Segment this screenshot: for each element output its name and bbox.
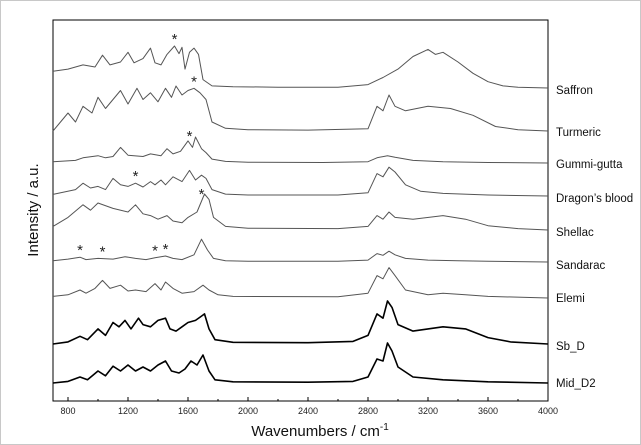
x-tick-label: 3200 — [418, 406, 438, 416]
series-line-3 — [52, 166, 549, 197]
series-label: Sandarac — [556, 260, 605, 272]
series-line-1 — [52, 85, 549, 132]
x-tick-label: 2400 — [298, 406, 318, 416]
series-line-2 — [52, 136, 549, 164]
series-line-4 — [52, 193, 549, 231]
y-axis-title: Intensity / a.u. — [25, 163, 42, 256]
series-label: Shellac — [556, 227, 594, 239]
peak-marker: * — [163, 241, 169, 258]
series-label: Mid_D2 — [556, 378, 596, 390]
peak-marker: * — [199, 186, 205, 203]
series-label: Sb_D — [556, 341, 585, 353]
series-line-0 — [52, 45, 549, 89]
x-tick-label: 800 — [60, 406, 75, 416]
series-label: Dragon’s blood — [556, 193, 633, 205]
series-label: Saffron — [556, 85, 593, 97]
x-tick-label: 2800 — [358, 406, 378, 416]
peak-marker: * — [172, 31, 178, 48]
peak-marker: * — [191, 73, 197, 90]
series-label: Turmeric — [556, 127, 601, 139]
peak-marker: * — [133, 168, 139, 185]
series-traces — [52, 45, 549, 384]
peak-marker: * — [152, 243, 158, 260]
series-line-6 — [52, 267, 549, 299]
peak-marker: * — [187, 128, 193, 145]
plot-frame — [52, 19, 549, 402]
series-line-5 — [52, 238, 549, 263]
series-labels: Saffron Turmeric Gummi-gutta Dragon’s blood… — [556, 85, 633, 390]
x-axis: 800 1200 1600 2000 2400 2800 3200 3600 4000 — [60, 397, 558, 416]
series-label: Elemi — [556, 293, 585, 305]
x-tick-label: 1600 — [178, 406, 198, 416]
peak-markers: * * * * * * * * * — [77, 31, 205, 261]
x-tick-label: 3600 — [478, 406, 498, 416]
x-tick-label: 4000 — [538, 406, 558, 416]
series-line-8 — [52, 342, 549, 384]
series-line-7 — [52, 300, 549, 345]
x-tick-label: 2000 — [238, 406, 258, 416]
peak-marker: * — [100, 244, 106, 261]
series-label: Gummi-gutta — [556, 159, 623, 171]
peak-marker: * — [77, 242, 83, 259]
x-tick-label: 1200 — [118, 406, 138, 416]
x-axis-title: Wavenumbers / cm-1 — [251, 422, 389, 440]
